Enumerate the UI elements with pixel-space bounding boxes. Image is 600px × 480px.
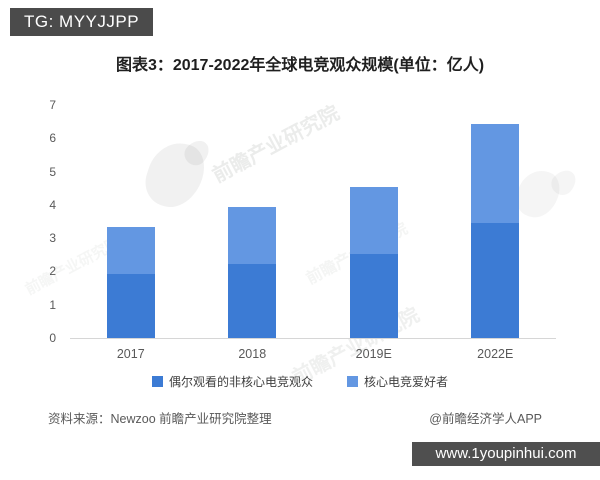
x-axis-label-2022E: 2022E bbox=[477, 347, 514, 361]
legend-item-1: 核心电竞爱好者 bbox=[347, 373, 448, 390]
legend-swatch-icon bbox=[347, 376, 358, 387]
bar-segment-2018-s1 bbox=[228, 206, 277, 265]
legend-label: 核心电竞爱好者 bbox=[364, 375, 449, 389]
bar-segment-2019E-s1 bbox=[349, 186, 398, 254]
bar-segment-2019E-s0 bbox=[349, 253, 398, 338]
bar-segment-2018-s0 bbox=[228, 264, 277, 338]
bar-segment-2022E-s0 bbox=[471, 222, 520, 338]
y-axis-tick-label: 2 bbox=[49, 264, 56, 279]
source-note: 资料来源：Newzoo 前瞻产业研究院整理 bbox=[48, 412, 272, 426]
x-axis-label-2019E: 2019E bbox=[355, 347, 392, 361]
chart-title: 图表3：2017-2022年全球电竞观众规模(单位：亿人) bbox=[115, 57, 485, 74]
credit-note: @前瞻经济学人APP bbox=[429, 412, 542, 426]
x-axis-label-2017: 2017 bbox=[116, 347, 145, 361]
y-axis-tick-label: 1 bbox=[49, 297, 56, 312]
y-axis-tick-label: 6 bbox=[49, 131, 56, 146]
y-axis-tick-label: 4 bbox=[49, 197, 56, 212]
bar-segment-2017-s1 bbox=[106, 226, 155, 275]
y-axis-tick-label: 3 bbox=[49, 231, 56, 246]
legend-label: 偶尔观看的非核心电竞观众 bbox=[168, 375, 313, 389]
plot-area: 0 1 2 3 4 5 6 7 2017 2018 2019E 2022E bbox=[49, 98, 556, 361]
y-axis-tick-label: 7 bbox=[49, 98, 56, 112]
chart-legend: 偶尔观看的非核心电竞观众 核心电竞爱好者 bbox=[0, 373, 600, 390]
bar-segment-2022E-s1 bbox=[471, 123, 520, 223]
site-watermark-badge: www.1youpinhui.com bbox=[412, 442, 600, 466]
y-axis-tick-label: 5 bbox=[49, 164, 56, 179]
legend-item-0: 偶尔观看的非核心电竞观众 bbox=[151, 373, 313, 390]
tg-watermark-badge: TG: MYYJJPP bbox=[10, 8, 154, 36]
bar-segment-2017-s0 bbox=[106, 274, 155, 338]
x-axis-label-2018: 2018 bbox=[238, 347, 267, 361]
legend-swatch-icon bbox=[151, 376, 163, 387]
y-axis-tick-label: 0 bbox=[49, 331, 56, 345]
